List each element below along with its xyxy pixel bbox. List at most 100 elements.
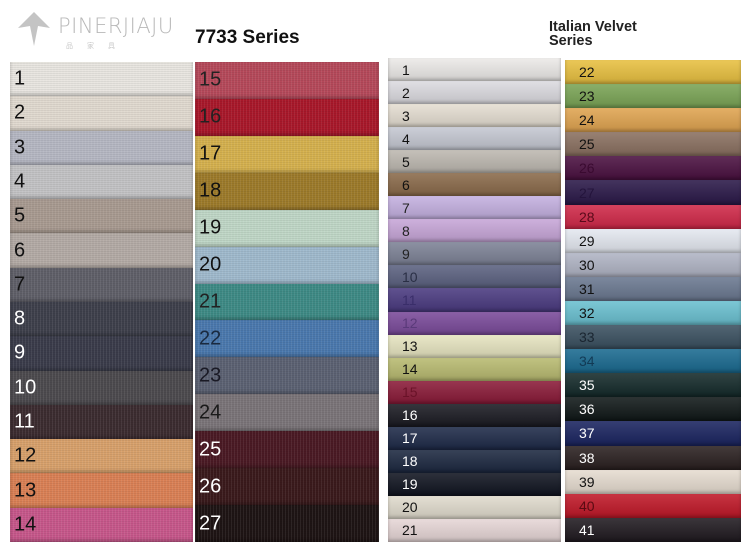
swatch-number: 1: [14, 67, 26, 90]
fabric-swatch-24: 24: [195, 394, 379, 432]
swatch-number: 13: [402, 338, 418, 355]
fabric-swatch-34: 34: [565, 349, 741, 374]
fabric-swatch-11: 11: [10, 404, 193, 440]
fabric-swatch-1: 1: [388, 58, 561, 82]
fabric-swatch-29: 29: [565, 228, 741, 253]
fabric-swatch-6: 6: [10, 233, 193, 268]
swatch-number: 22: [199, 327, 222, 350]
swatch-number: 17: [402, 430, 418, 447]
swatch-number: 30: [579, 256, 595, 273]
swatch-number: 14: [402, 361, 418, 378]
swatch-number: 24: [579, 112, 595, 129]
swatch-number: 31: [579, 280, 595, 297]
fabric-swatch-31: 31: [565, 276, 741, 301]
swatch-number: 23: [579, 88, 595, 105]
swatch-number: 32: [579, 304, 595, 321]
swatch-number: 5: [14, 204, 26, 227]
logo-subtext: 品家具: [66, 43, 129, 50]
fabric-swatch-26: 26: [195, 468, 379, 506]
fabric-swatch-17: 17: [388, 426, 561, 450]
fabric-swatch-19: 19: [195, 209, 379, 247]
swatch-number: 27: [199, 512, 222, 535]
swatch-number: 25: [579, 136, 595, 153]
fabric-swatch-16: 16: [195, 98, 379, 136]
fabric-swatch-4: 4: [388, 127, 561, 151]
swatch-number: 14: [14, 513, 37, 536]
swatch-number: 10: [14, 376, 37, 399]
fabric-swatch-20: 20: [195, 246, 379, 284]
fabric-swatch-21: 21: [195, 283, 379, 321]
fabric-swatch-3: 3: [388, 104, 561, 128]
swatch-number: 4: [402, 130, 410, 147]
fabric-swatch-12: 12: [388, 311, 561, 335]
italian-velvet-title: Italian Velvet Series: [549, 19, 637, 49]
fabric-swatch-27: 27: [565, 180, 741, 205]
swatch-number: 5: [402, 153, 410, 170]
fabric-swatch-15: 15: [195, 62, 379, 99]
swatch-number: 20: [199, 253, 222, 276]
swatch-number: 11: [402, 291, 417, 308]
swatch-number: 15: [402, 384, 418, 401]
fabric-swatch-14: 14: [388, 357, 561, 381]
swatch-number: 7: [402, 199, 410, 216]
swatch-number: 35: [579, 377, 595, 394]
swatch-number: 40: [579, 497, 595, 514]
swatch-number: 33: [579, 329, 595, 346]
swatch-number: 36: [579, 401, 595, 418]
series-7733-title: 7733 Series: [195, 27, 300, 48]
swatch-number: 27: [579, 184, 595, 201]
fabric-swatch-8: 8: [388, 219, 561, 243]
fabric-swatch-12: 12: [10, 439, 193, 474]
swatch-number: 41: [579, 521, 595, 538]
swatch-number: 18: [199, 179, 222, 202]
fabric-swatch-10: 10: [10, 370, 193, 405]
fabric-swatch-25: 25: [565, 132, 741, 157]
brand-logo: PINERJIAJU 品家具: [14, 8, 174, 52]
swatch-number: 12: [14, 444, 37, 467]
swatch-number: 37: [579, 425, 595, 442]
fabric-swatch-20: 20: [388, 495, 561, 519]
swatch-number: 26: [199, 475, 222, 498]
swatch-number: 2: [14, 101, 26, 124]
swatch-number: 18: [402, 453, 418, 470]
fabric-swatch-9: 9: [388, 242, 561, 266]
fabric-swatch-6: 6: [388, 173, 561, 197]
swatch-number: 34: [579, 353, 595, 370]
swatch-number: 38: [579, 449, 595, 466]
fabric-swatch-25: 25: [195, 431, 379, 469]
swatch-number: 21: [402, 522, 418, 539]
fabric-swatch-28: 28: [565, 204, 741, 229]
swatch-number: 7: [14, 273, 26, 296]
fabric-swatch-36: 36: [565, 397, 741, 422]
swatch-number: 3: [402, 107, 410, 124]
swatch-number: 21: [199, 290, 222, 313]
swatch-number: 24: [199, 401, 222, 424]
swatch-number: 25: [199, 438, 222, 461]
fabric-swatch-4: 4: [10, 164, 193, 200]
swatch-number: 1: [402, 61, 410, 78]
fabric-swatch-18: 18: [195, 172, 379, 210]
fabric-swatch-32: 32: [565, 300, 741, 326]
fabric-swatch-13: 13: [10, 473, 193, 508]
fabric-swatch-16: 16: [388, 403, 561, 427]
fabric-swatch-18: 18: [388, 449, 561, 473]
fabric-swatch-38: 38: [565, 445, 741, 470]
swatch-number: 16: [402, 407, 418, 424]
swatch-number: 11: [14, 410, 35, 433]
fabric-swatch-19: 19: [388, 472, 561, 496]
fabric-swatch-7: 7: [10, 267, 193, 302]
fabric-swatch-22: 22: [195, 320, 379, 358]
series-7733-column-2: 15 16 17 18 19 20 21 22 23 24 25 26 27: [195, 62, 379, 542]
swatch-number: 8: [402, 222, 410, 239]
swatch-number: 39: [579, 473, 595, 490]
swatch-number: 28: [579, 208, 595, 225]
swatch-number: 6: [402, 176, 410, 193]
swatch-number: 9: [402, 245, 410, 262]
fabric-swatch-21: 21: [388, 518, 561, 542]
swatch-number: 3: [14, 136, 26, 159]
fabric-swatch-2: 2: [388, 81, 561, 105]
swatch-number: 9: [14, 341, 26, 364]
fabric-swatch-24: 24: [565, 108, 741, 133]
fabric-swatch-41: 41: [565, 517, 741, 542]
fabric-swatch-5: 5: [388, 150, 561, 174]
